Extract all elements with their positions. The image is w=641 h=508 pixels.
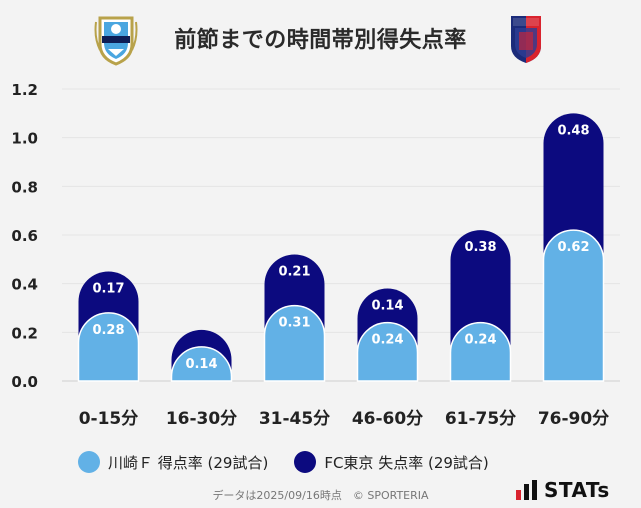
data-label: 0.17 [92, 282, 124, 297]
data-label: 0.21 [278, 264, 310, 279]
fc-tokyo-logo-icon [511, 16, 541, 63]
y-tick-label: 1.2 [11, 81, 38, 99]
legend-label-kawasaki: 川崎Ｆ 得点率 (29試合) [108, 453, 269, 472]
stats-brand: STATs [516, 478, 610, 502]
bar-kawasaki [356, 321, 419, 382]
chart-title: 前節までの時間帯別得失点率 [174, 28, 467, 53]
stats-bars-icon [516, 480, 537, 500]
x-tick-label: 76-90分 [538, 409, 609, 429]
footnote: データは2025/09/16時点 © SPORTERIA [212, 489, 429, 502]
legend-item-kawasaki: 川崎Ｆ 得点率 (29試合) [78, 451, 268, 473]
data-label: 0.24 [464, 333, 496, 348]
data-label: 0.48 [557, 123, 589, 138]
bar-kawasaki [263, 304, 326, 382]
bar-kawasaki [77, 312, 140, 382]
x-tick-label: 46-60分 [352, 409, 423, 429]
data-label: 0.38 [464, 240, 496, 255]
legend-swatch-fctokyo [294, 451, 317, 473]
bar-kawasaki [449, 321, 512, 382]
stats-text: STATs [544, 478, 610, 502]
y-tick-label: 0.4 [11, 276, 38, 294]
data-label: 0.31 [278, 316, 310, 331]
legend: 川崎Ｆ 得点率 (29試合) FC東京 失点率 (29試合) [78, 450, 515, 474]
bar-kawasaki [542, 229, 605, 382]
x-tick-label: 31-45分 [259, 409, 330, 429]
legend-label-fctokyo: FC東京 失点率 (29試合) [324, 453, 489, 472]
y-tick-label: 0.0 [11, 373, 38, 391]
legend-item-fctokyo: FC東京 失点率 (29試合) [294, 451, 489, 473]
y-tick-label: 1.0 [11, 130, 38, 148]
legend-swatch-kawasaki [78, 451, 100, 473]
x-tick-label: 61-75分 [445, 409, 516, 429]
y-tick-label: 0.6 [11, 227, 38, 245]
data-label: 0.14 [185, 357, 217, 372]
x-tick-label: 0-15分 [79, 409, 139, 429]
kawasaki-logo-icon [94, 16, 138, 66]
bar-chart: 0.0 0.2 0.4 0.6 0.8 1.0 1.2 0.28 0.14 0.31 0.24 0.2… [11, 81, 620, 429]
data-label: 0.14 [371, 299, 403, 314]
y-tick-label: 0.8 [11, 178, 38, 196]
x-tick-label: 16-30分 [166, 409, 237, 429]
y-tick-label: 0.2 [11, 324, 38, 342]
data-label: 0.28 [92, 323, 124, 338]
data-label: 0.62 [557, 240, 589, 255]
bar-kawasaki [170, 346, 233, 382]
data-label: 0.24 [371, 333, 403, 348]
